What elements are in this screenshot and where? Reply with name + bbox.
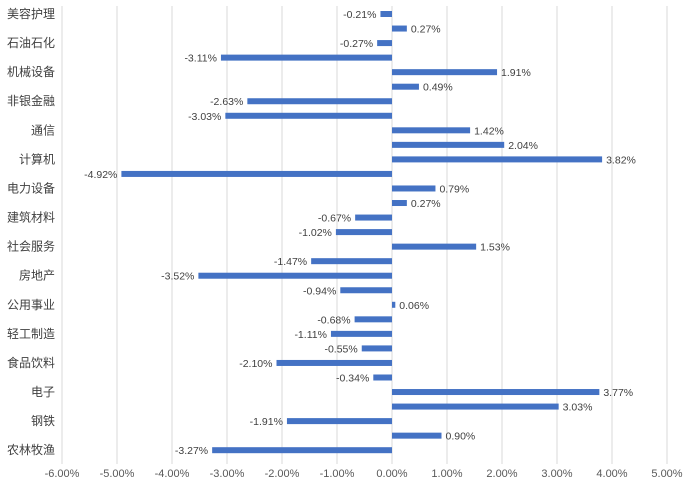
x-tick-label: -1.00% [320, 468, 355, 480]
x-tick-label: 3.00% [541, 468, 572, 480]
x-tick-label: 4.00% [596, 468, 627, 480]
category-label: 轻工制造 [7, 327, 55, 341]
category-label: 食品饮料 [7, 355, 55, 370]
data-label: -0.68% [317, 314, 350, 326]
data-label: -0.34% [336, 372, 369, 384]
data-label: 0.06% [399, 300, 429, 312]
bar [361, 345, 392, 352]
x-tick-label: 2.00% [486, 468, 517, 480]
data-label: -0.21% [343, 9, 376, 21]
bar [330, 330, 392, 337]
bar [335, 229, 392, 236]
data-label: -3.27% [175, 445, 208, 457]
data-label: 2.04% [508, 140, 538, 152]
x-tick-label: -4.00% [155, 468, 190, 480]
bar [276, 359, 392, 366]
bar [377, 40, 392, 47]
data-label: -2.10% [239, 358, 272, 370]
category-label: 房地产 [19, 268, 55, 283]
bar [212, 447, 392, 454]
x-tick-label: 5.00% [651, 468, 682, 480]
x-tick-label: -3.00% [210, 468, 245, 480]
data-label: -0.27% [340, 38, 373, 50]
data-label: 1.91% [501, 67, 531, 79]
bar [311, 258, 392, 265]
data-label: -3.11% [184, 53, 217, 65]
data-label: 3.82% [606, 154, 636, 166]
bar [373, 374, 392, 381]
category-label: 石油石化 [7, 36, 55, 50]
bar [340, 287, 392, 294]
bar [198, 272, 392, 279]
bar [392, 185, 436, 192]
bar [286, 418, 392, 425]
bar [247, 98, 392, 105]
category-label: 机械设备 [7, 64, 55, 79]
data-label: -1.11% [294, 329, 327, 341]
bar [354, 316, 392, 323]
category-label: 公用事业 [7, 298, 55, 312]
category-label: 建筑材料 [7, 210, 55, 225]
category-label: 非银金融 [7, 93, 55, 108]
data-label: -3.03% [188, 111, 221, 123]
data-label: 3.77% [603, 387, 633, 399]
bar [392, 301, 396, 308]
data-label: 3.03% [563, 402, 593, 414]
x-tick-label: -6.00% [45, 468, 80, 480]
data-label: 0.27% [411, 24, 441, 36]
bar [392, 127, 471, 134]
category-label: 电子 [31, 385, 55, 399]
bar [392, 243, 477, 250]
bar [220, 54, 392, 61]
data-label: -1.02% [299, 227, 332, 239]
x-tick-label: 0.00% [376, 468, 407, 480]
category-label: 钢铁 [31, 414, 55, 428]
data-label: 1.42% [474, 125, 504, 137]
bar [355, 214, 392, 221]
bar [392, 25, 407, 32]
data-label: 1.53% [480, 242, 510, 254]
data-label: -3.52% [161, 271, 194, 283]
bar [392, 83, 419, 90]
data-label: 0.90% [446, 431, 476, 443]
data-label: 0.49% [423, 82, 453, 94]
data-label: -2.63% [210, 96, 243, 108]
bar [392, 403, 559, 410]
data-label: -0.55% [324, 343, 357, 355]
x-tick-label: -2.00% [265, 468, 300, 480]
data-label: -1.91% [250, 416, 283, 428]
x-tick-label: -5.00% [100, 468, 135, 480]
bar [121, 170, 393, 177]
data-label: -0.94% [303, 285, 336, 297]
category-label: 农林牧渔 [7, 443, 55, 457]
bar [392, 200, 407, 207]
data-labels: -0.21% 0.27% -0.27% -3.11% 1.91% 0.49% -2.63% -… [84, 9, 636, 457]
category-label: 通信 [31, 123, 55, 137]
category-label: 电力设备 [7, 181, 55, 195]
data-label: 0.27% [411, 198, 441, 210]
bars [121, 11, 603, 454]
category-label: 计算机 [19, 151, 55, 166]
x-axis-tick-labels: -6.00% -5.00% -4.00% -3.00% -2.00% -1.00% 0.00… [45, 468, 683, 480]
category-label: 美容护理 [7, 6, 55, 21]
data-label: -0.67% [318, 213, 351, 225]
category-labels: 美容护理石油石化机械设备非银金融通信计算机电力设备建筑材料社会服务房地产公用事业… [7, 6, 55, 457]
bar [392, 156, 603, 163]
bar [225, 112, 392, 119]
bar [392, 141, 505, 148]
data-label: -1.47% [274, 256, 307, 268]
bar [392, 432, 442, 439]
bar [380, 11, 392, 17]
category-label: 社会服务 [7, 239, 55, 254]
data-label: -4.92% [84, 169, 117, 181]
data-label: 0.79% [439, 183, 469, 195]
x-tick-label: 1.00% [431, 468, 462, 480]
bar [392, 389, 600, 396]
bar [392, 69, 498, 76]
